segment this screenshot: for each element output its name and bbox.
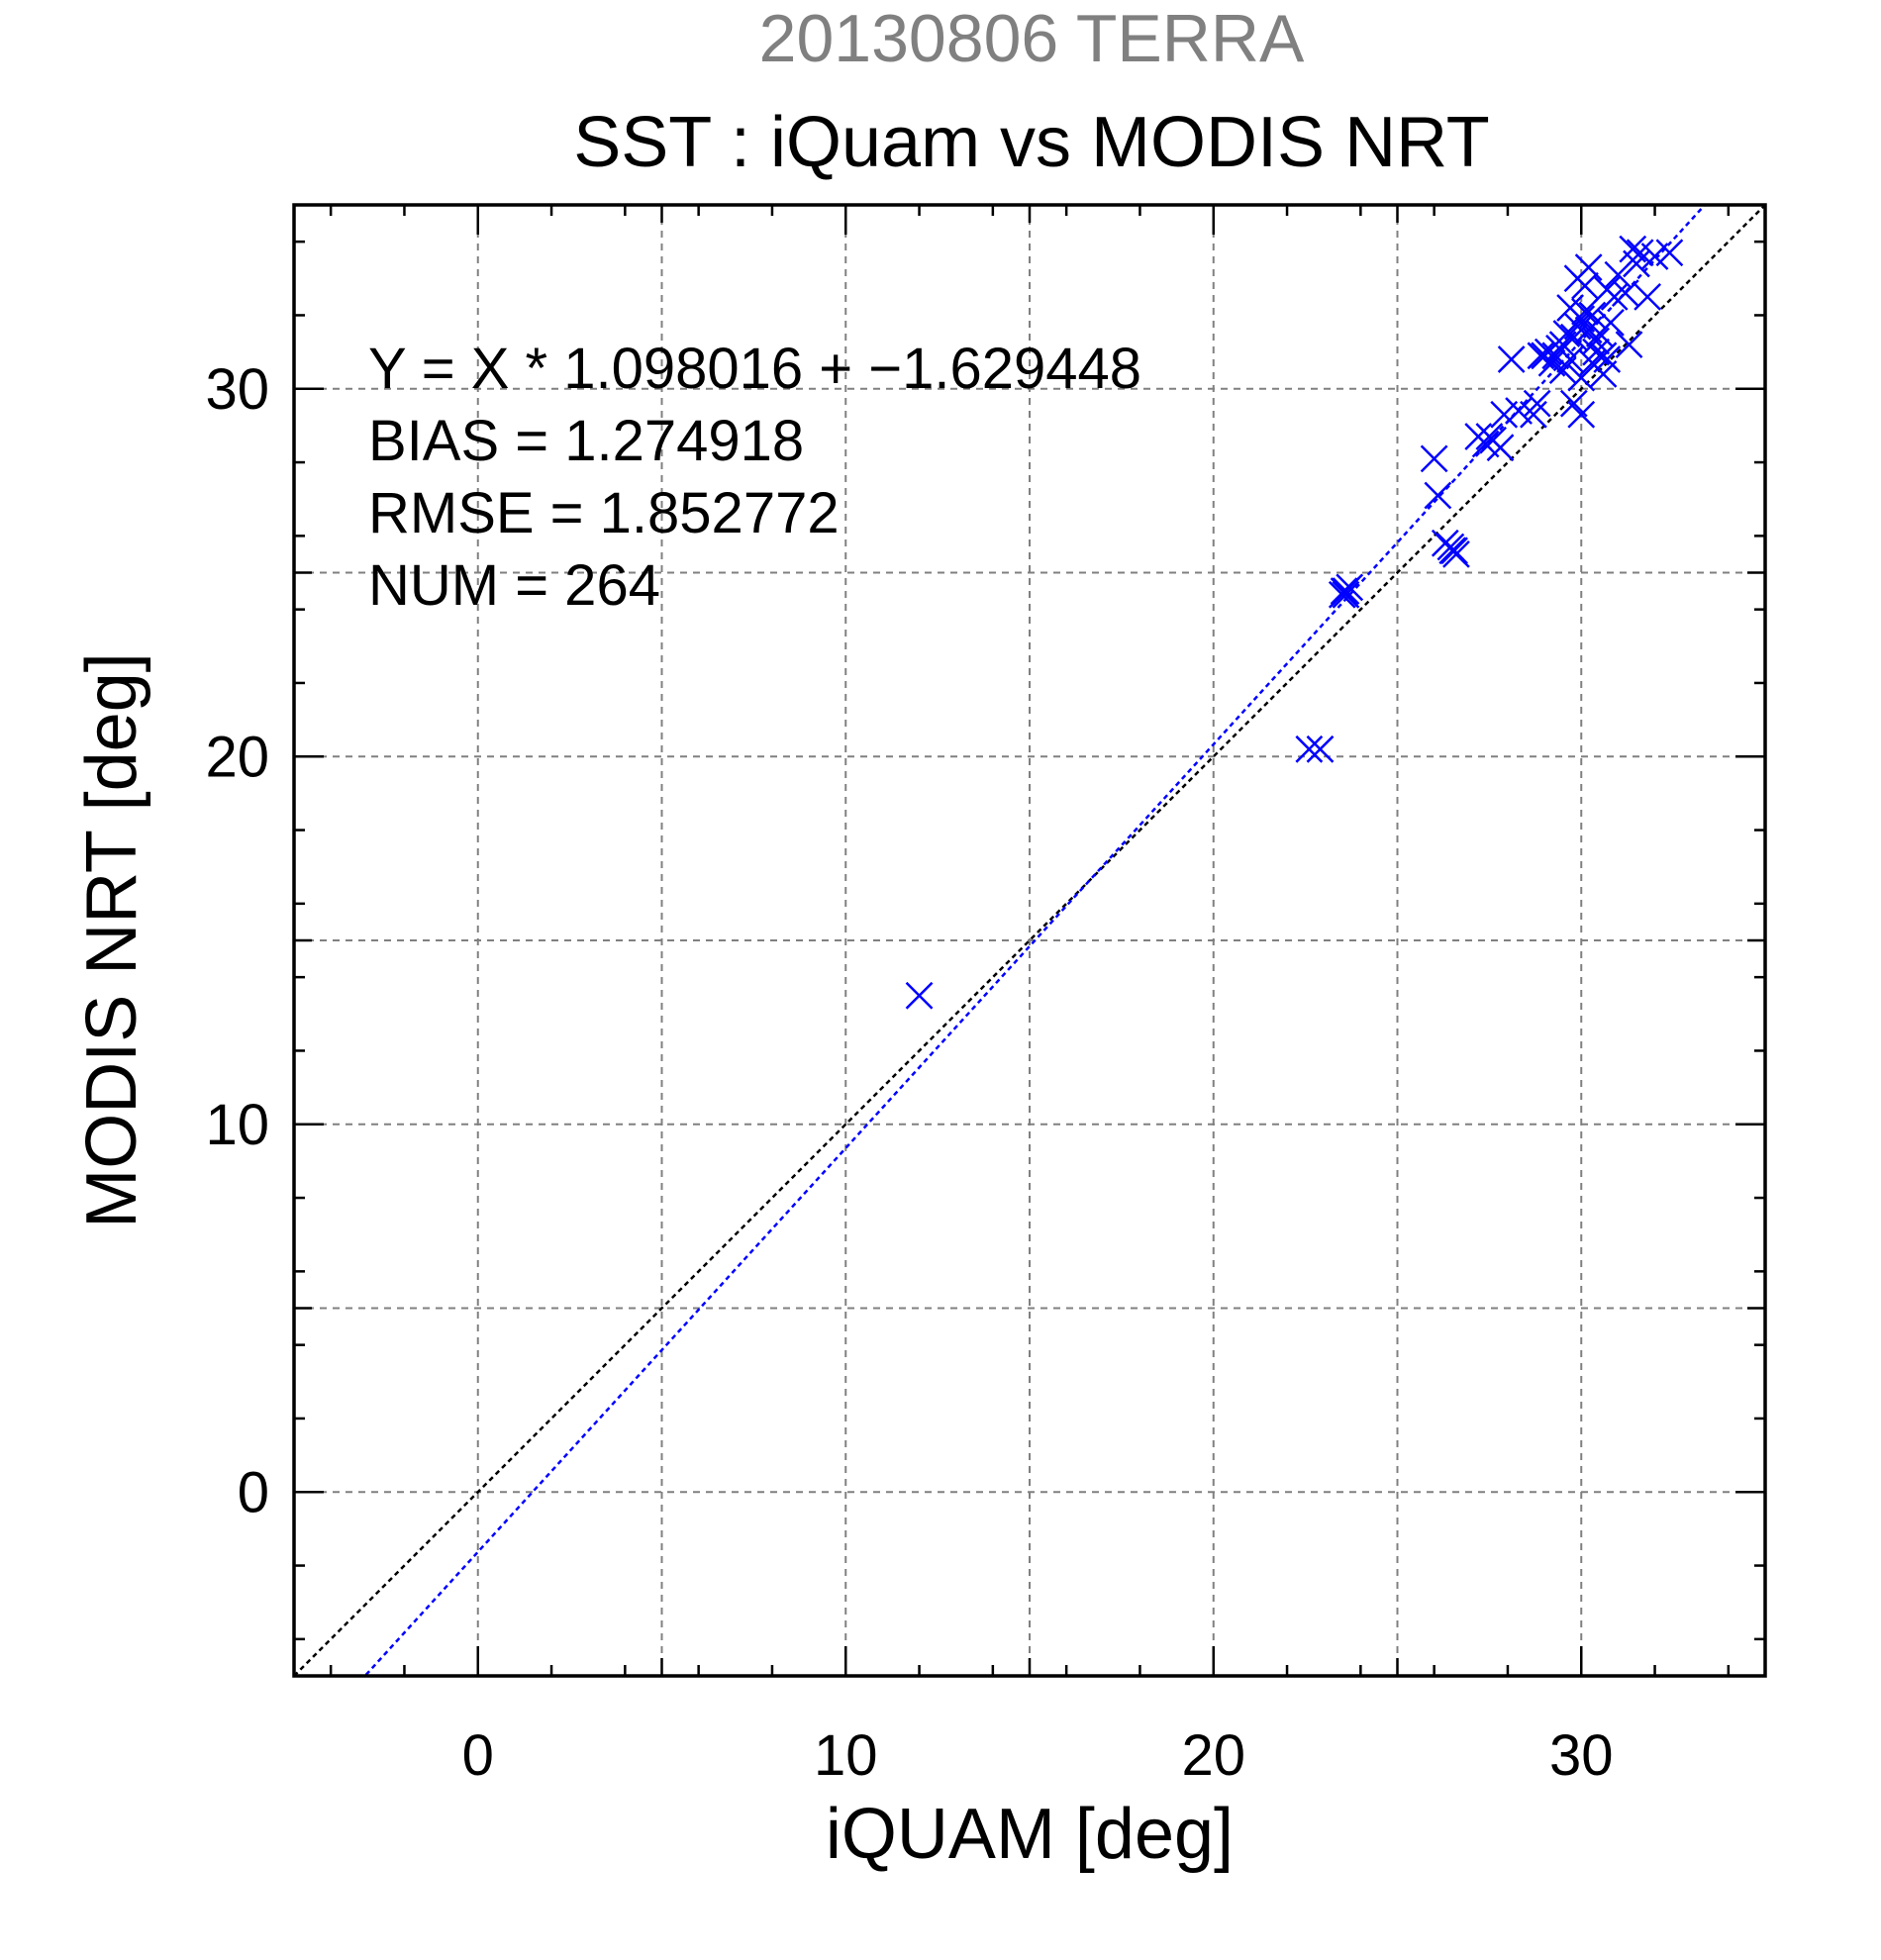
data-point-stroke bbox=[1505, 397, 1533, 425]
data-point-stroke bbox=[1619, 235, 1647, 263]
data-point bbox=[1563, 312, 1592, 341]
x-tick-label: 10 bbox=[814, 1723, 878, 1788]
data-point bbox=[1593, 345, 1622, 373]
data-point bbox=[1442, 540, 1470, 568]
data-point bbox=[1556, 294, 1584, 322]
data-point bbox=[1440, 537, 1468, 565]
data-point-stroke bbox=[1424, 481, 1452, 510]
x-tick-label: 0 bbox=[462, 1723, 494, 1788]
data-point-stroke bbox=[1471, 430, 1500, 458]
data-point bbox=[1604, 260, 1633, 289]
data-point-stroke bbox=[1615, 331, 1643, 359]
data-point bbox=[1615, 331, 1643, 359]
data-point-stroke bbox=[1537, 348, 1566, 377]
data-point-stroke bbox=[1571, 297, 1599, 326]
data-point-stroke bbox=[1440, 537, 1468, 565]
data-point bbox=[1332, 580, 1360, 609]
data-point bbox=[1520, 400, 1547, 429]
data-point-stroke bbox=[1306, 735, 1335, 763]
data-point bbox=[1567, 363, 1596, 392]
x-tick-label: 20 bbox=[1181, 1723, 1245, 1788]
data-point-stroke bbox=[1295, 735, 1324, 763]
data-point-stroke bbox=[1593, 345, 1622, 373]
data-point-stroke bbox=[1523, 389, 1551, 418]
data-point bbox=[1336, 573, 1364, 602]
y-tick-label: 0 bbox=[238, 1460, 269, 1524]
data-point-stroke bbox=[1626, 239, 1654, 267]
data-point-stroke bbox=[1336, 573, 1364, 602]
data-point-stroke bbox=[1548, 356, 1577, 385]
data-point-stroke bbox=[1520, 400, 1547, 429]
data-point bbox=[1623, 249, 1650, 278]
data-point bbox=[1559, 389, 1588, 418]
data-point-stroke bbox=[1582, 327, 1610, 355]
stats-line: RMSE = 1.852772 bbox=[368, 481, 840, 545]
data-points bbox=[905, 235, 1684, 1010]
data-point-stroke bbox=[1420, 444, 1448, 473]
y-tick-label: 20 bbox=[205, 725, 269, 789]
data-point bbox=[1486, 434, 1515, 462]
data-point bbox=[1548, 356, 1577, 385]
data-point-stroke bbox=[1486, 434, 1515, 462]
data-point-stroke bbox=[1611, 279, 1639, 308]
data-point bbox=[1655, 239, 1684, 267]
data-point-stroke bbox=[1442, 540, 1470, 568]
data-point-stroke bbox=[1332, 580, 1360, 609]
data-point bbox=[1634, 282, 1662, 311]
data-point-stroke bbox=[1556, 294, 1584, 322]
data-point bbox=[1330, 577, 1358, 605]
data-point-stroke bbox=[1600, 282, 1629, 311]
data-point bbox=[1582, 327, 1610, 355]
data-point bbox=[1597, 308, 1625, 337]
data-point bbox=[1611, 279, 1639, 308]
y-tick-label: 30 bbox=[205, 357, 269, 422]
data-point bbox=[1306, 735, 1335, 763]
data-point-stroke bbox=[1623, 249, 1650, 278]
stats-line: Y = X * 1.098016 + −1.629448 bbox=[368, 337, 1141, 401]
stats-line: NUM = 264 bbox=[368, 553, 660, 618]
stats-line: BIAS = 1.274918 bbox=[368, 409, 804, 473]
x-axis-label: iQUAM [deg] bbox=[826, 1795, 1234, 1874]
tick-labels: 0 10 20 30 0 10 20 30 bbox=[205, 357, 1613, 1788]
data-point bbox=[1600, 282, 1629, 311]
x-tick-label: 30 bbox=[1549, 1723, 1614, 1788]
data-point-stroke bbox=[1559, 323, 1588, 351]
data-point bbox=[1523, 389, 1551, 418]
data-point-stroke bbox=[1563, 312, 1592, 341]
stats-box: Y = X * 1.098016 + −1.629448 BIAS = 1.274… bbox=[368, 337, 1141, 618]
data-point-stroke bbox=[1497, 345, 1526, 373]
data-point-stroke bbox=[1634, 282, 1662, 311]
data-point bbox=[1295, 735, 1324, 763]
data-point-stroke bbox=[1567, 363, 1596, 392]
data-point-stroke bbox=[1567, 400, 1596, 429]
chart-title: SST : iQuam vs MODIS NRT bbox=[573, 103, 1490, 182]
plot-frame bbox=[292, 203, 1767, 1678]
data-point-stroke bbox=[1578, 301, 1607, 330]
data-point-stroke bbox=[1655, 239, 1684, 267]
data-point-stroke bbox=[1604, 260, 1633, 289]
data-point bbox=[1424, 481, 1452, 510]
y-axis-label: MODIS NRT [deg] bbox=[72, 652, 151, 1228]
grid-lines bbox=[294, 205, 1765, 1676]
data-point-stroke bbox=[905, 981, 934, 1010]
data-point bbox=[1497, 345, 1526, 373]
data-point bbox=[1420, 444, 1448, 473]
data-point bbox=[1574, 253, 1603, 282]
data-point-stroke bbox=[1574, 253, 1603, 282]
chart-supertitle: 20130806 TERRA bbox=[759, 1, 1305, 76]
data-point bbox=[905, 981, 934, 1010]
y-tick-label: 10 bbox=[205, 1093, 269, 1157]
fit-line-group bbox=[363, 205, 1707, 1676]
data-point bbox=[1578, 301, 1607, 330]
data-point bbox=[1559, 323, 1588, 351]
data-point-stroke bbox=[1597, 308, 1625, 337]
data-point-stroke bbox=[1582, 338, 1610, 366]
data-point-stroke bbox=[1559, 389, 1588, 418]
data-point-stroke bbox=[1330, 577, 1358, 605]
data-point-stroke bbox=[1527, 342, 1555, 370]
regression-line bbox=[363, 205, 1707, 1676]
